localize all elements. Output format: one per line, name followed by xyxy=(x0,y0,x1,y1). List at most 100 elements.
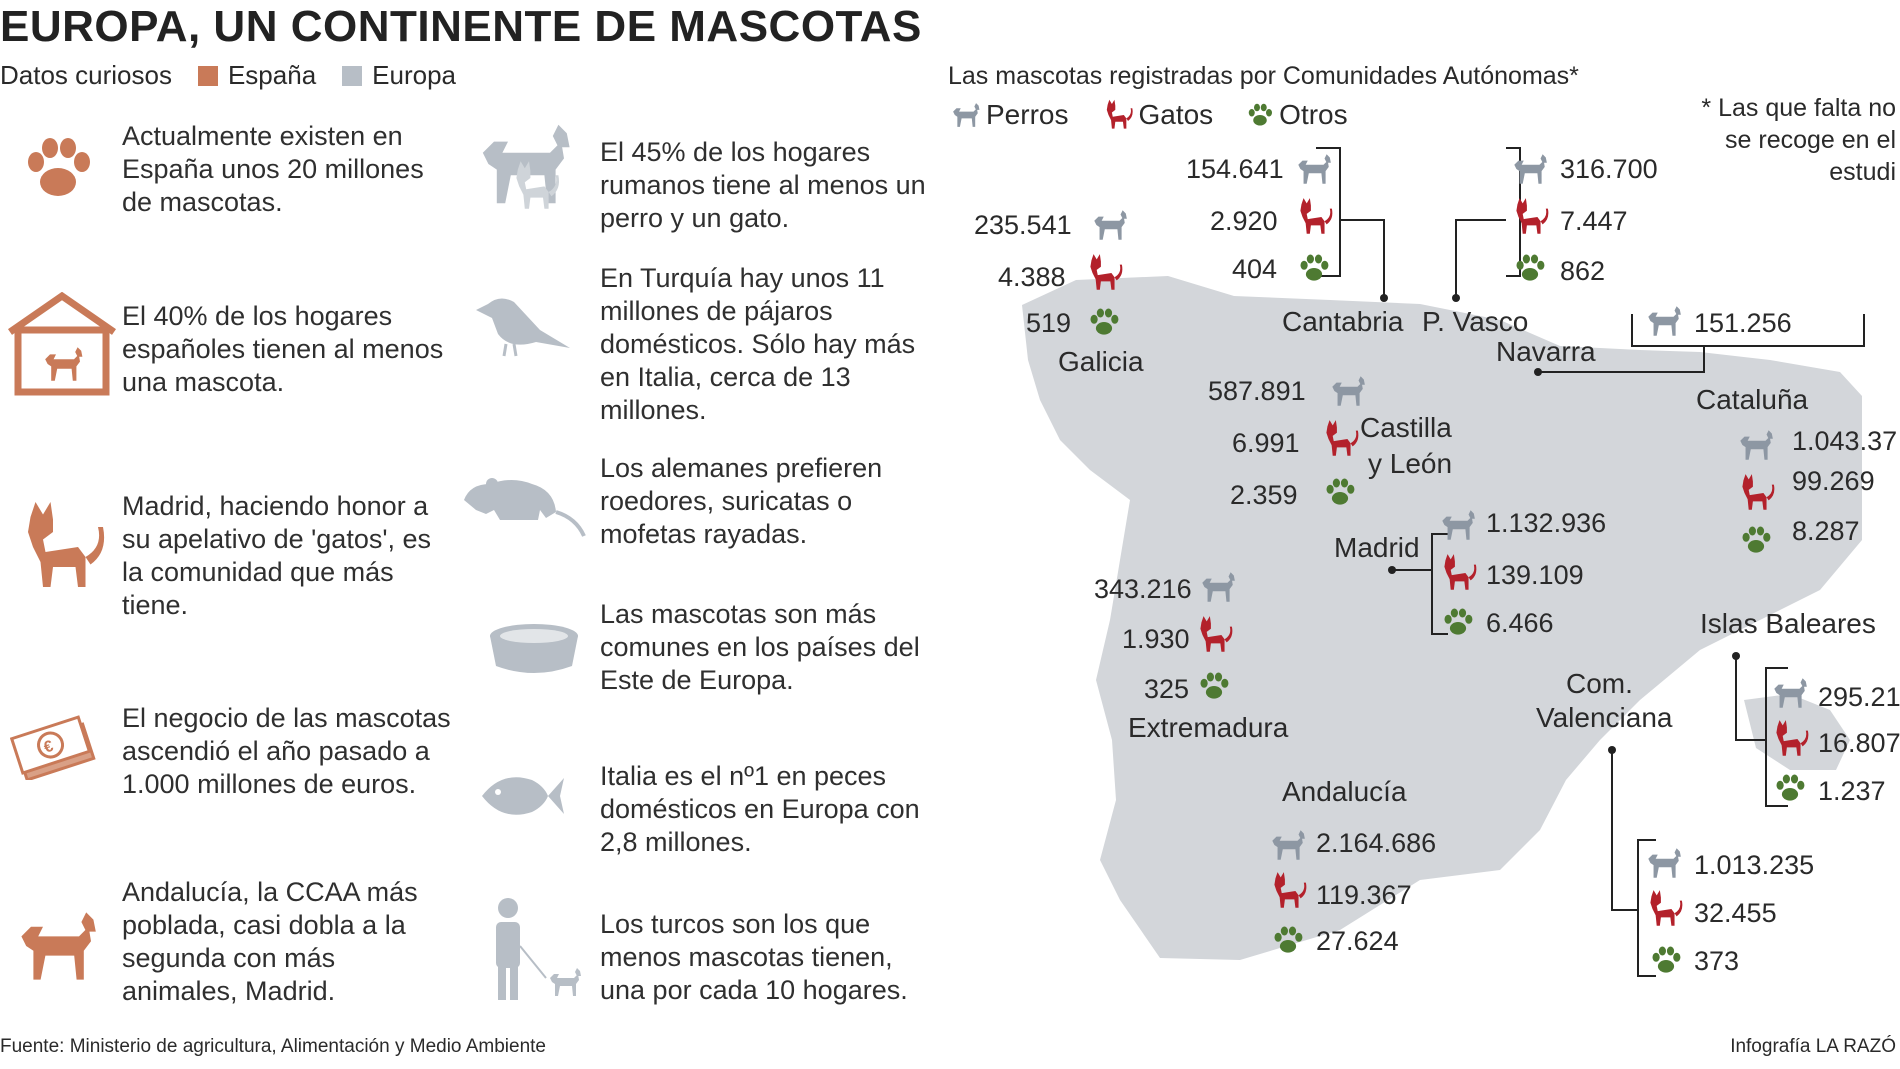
spain-land xyxy=(1022,276,1862,960)
galicia-label: Galicia xyxy=(1058,346,1144,377)
map-title: Las mascotas registradas por Comunidades… xyxy=(948,62,1579,90)
cyl-label-2: y León xyxy=(1368,448,1453,479)
legend: Datos curiosos España Europa xyxy=(0,60,456,91)
navarra-dogs: 151.256 xyxy=(1694,308,1792,338)
extremadura-cats: 1.930 xyxy=(1122,624,1190,654)
madrid-others: 6.466 xyxy=(1486,608,1554,638)
baleares-dogs: 295.21 xyxy=(1818,682,1900,712)
cat-icon xyxy=(1642,888,1684,930)
dog-house-icon xyxy=(8,292,116,396)
cyl-cats: 6.991 xyxy=(1232,428,1300,458)
dog-icon xyxy=(1508,148,1550,190)
pvasco-cats: 7.447 xyxy=(1560,206,1628,236)
navarra-label: Navarra xyxy=(1496,336,1596,367)
madrid-dogs: 1.132.936 xyxy=(1486,508,1607,538)
dog-icon xyxy=(1326,370,1368,412)
dog-icon xyxy=(1266,824,1308,866)
legend-europe: Europa xyxy=(372,60,456,90)
fact-spain-4: El negocio de las mascotas ascendió el a… xyxy=(122,703,451,799)
cat-icon xyxy=(1436,552,1478,594)
cat-icon xyxy=(1734,472,1776,514)
legend-dogs: Perros xyxy=(986,99,1069,130)
cataluna-cats: 99.269 xyxy=(1792,466,1875,496)
paw-icon xyxy=(1512,250,1548,286)
map-note: * Las que falta no se recoge en el estud… xyxy=(1701,94,1896,186)
baleares-others: 1.237 xyxy=(1818,776,1886,806)
pvasco-dogs: 316.700 xyxy=(1560,154,1658,184)
extremadura-label: Extremadura xyxy=(1128,712,1289,743)
cat-icon xyxy=(1192,614,1234,656)
legend-others: Otros xyxy=(1279,99,1348,130)
fish-icon xyxy=(482,777,564,815)
cataluna-dogs: 1.043.37 xyxy=(1792,426,1898,456)
cantabria-others: 404 xyxy=(1232,254,1278,284)
valenciana-dogs: 1.013.235 xyxy=(1694,850,1815,880)
dog-icon xyxy=(1292,148,1334,190)
cyl-label-1: Castilla xyxy=(1360,412,1452,443)
paw-icon xyxy=(1648,942,1684,978)
dog-icon xyxy=(1768,672,1810,714)
fact-europe-6: Los turcos son los que menos mascotas ti… xyxy=(600,909,908,1005)
europe-swatch xyxy=(342,65,363,86)
galicia-dogs: 235.541 xyxy=(974,210,1072,240)
paw-icon xyxy=(1086,304,1122,340)
fact-spain-2: El 40% de los hogares españoles tienen a… xyxy=(122,301,444,397)
valenciana-label-2: Valenciana xyxy=(1536,702,1673,733)
fact-spain-1: Actualmente existen en España unos 20 mi… xyxy=(122,121,424,217)
galicia-cats: 4.388 xyxy=(998,262,1066,292)
paw-icon xyxy=(1772,770,1808,806)
paw-icon xyxy=(1270,922,1306,958)
cyl-others: 2.359 xyxy=(1230,480,1298,510)
cantabria-dogs: 154.641 xyxy=(1186,154,1284,184)
cat-icon xyxy=(1082,252,1124,294)
cantabria-cats: 2.920 xyxy=(1210,206,1278,236)
dog-icon xyxy=(1436,504,1478,546)
paw-icon xyxy=(1296,250,1332,286)
dog-icon xyxy=(1642,300,1684,342)
fact-europe-2: En Turquía hay unos 11 millones de pájar… xyxy=(600,263,916,425)
legend-label: Datos curiosos xyxy=(0,60,172,90)
andalucia-others: 27.624 xyxy=(1316,926,1399,956)
cataluna-label: Cataluña xyxy=(1696,384,1809,415)
paw-icon xyxy=(1322,474,1358,510)
pvasco-label: P. Vasco xyxy=(1422,306,1529,337)
legend-cats: Gatos xyxy=(1138,99,1214,130)
paw-icon xyxy=(1738,522,1774,558)
fact-europe-3: Los alemanes prefieren roedores, suricat… xyxy=(600,453,883,549)
baleares-land xyxy=(1744,694,1850,770)
andalucia-cats: 119.367 xyxy=(1316,880,1412,910)
baleares-label: Islas Baleares xyxy=(1700,608,1876,639)
cyl-dogs: 587.891 xyxy=(1208,376,1306,406)
andalucia-dogs: 2.164.686 xyxy=(1316,828,1437,858)
money-icon: € xyxy=(10,715,96,780)
spain-swatch xyxy=(197,65,218,86)
extremadura-others: 325 xyxy=(1144,674,1190,704)
cat-icon xyxy=(1768,718,1810,760)
fact-spain-5: Andalucía, la CCAA más poblada, casi dob… xyxy=(122,877,418,1006)
fact-europe-4: Las mascotas son más comunes en los país… xyxy=(600,599,920,695)
andalucia-label: Andalucía xyxy=(1282,776,1407,807)
credit-note: Infografía LA RAZÓ xyxy=(1730,1036,1896,1057)
fact-europe-5: Italia es el nº1 en peces domésticos en … xyxy=(600,761,920,857)
madrid-label: Madrid xyxy=(1334,532,1420,563)
rodent-icon xyxy=(464,478,586,537)
cat-icon xyxy=(1508,196,1550,238)
dog-icon xyxy=(1642,842,1684,884)
pvasco-others: 862 xyxy=(1560,256,1606,286)
pet-bowl-icon xyxy=(490,624,578,673)
madrid-cats: 139.109 xyxy=(1486,560,1584,590)
fact-europe-1: El 45% de los hogares rumanos tiene al m… xyxy=(600,137,926,233)
extremadura-dogs: 343.216 xyxy=(1094,574,1192,604)
cat-icon xyxy=(1318,418,1360,460)
fact-spain-3: Madrid, haciendo honor a su apelativo de… xyxy=(122,491,432,620)
cataluna-others: 8.287 xyxy=(1792,516,1860,546)
galicia-others: 519 xyxy=(1026,308,1072,338)
dog-icon xyxy=(1088,204,1130,246)
map-legend: Perros Gatos Otros xyxy=(948,98,1348,132)
dog-icon xyxy=(1734,424,1776,466)
cantabria-label: Cantabria xyxy=(1282,306,1404,337)
dog-icon xyxy=(1196,566,1238,608)
page-title: EUROPA, UN CONTINENTE DE MASCOTAS xyxy=(0,2,922,51)
baleares-cats: 16.807 xyxy=(1818,728,1900,758)
